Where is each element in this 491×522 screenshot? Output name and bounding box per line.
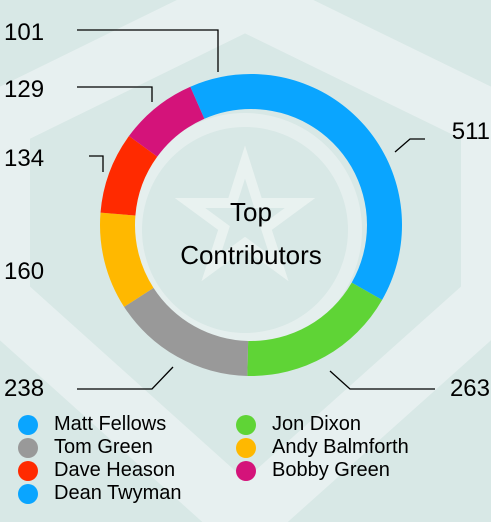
legend-swatch-icon: [18, 483, 38, 504]
donut-slice-matt-fellows: [251, 74, 402, 300]
leader-line-jon-dixon: [329, 370, 435, 390]
value-label-bobby-green: 129: [4, 76, 44, 103]
value-labels: 511 263 238 160 134 129 101: [4, 19, 490, 402]
leader-line-matt-fellows: [394, 138, 425, 153]
legend-label: Tom Green: [54, 436, 153, 458]
value-label-dave-heason: 134: [4, 145, 44, 172]
legend-swatch-icon: [236, 437, 256, 458]
leader-line-bobby-green: [77, 86, 153, 102]
leader-line-tom-green: [77, 366, 174, 390]
legend-label: Jon Dixon: [272, 413, 361, 435]
value-leader-lines: [77, 29, 435, 390]
value-label-jon-dixon: 263: [450, 375, 490, 402]
leader-line-dean-twyman: [77, 29, 219, 72]
value-label-matt-fellows: 511: [452, 118, 490, 145]
leader-line-dave-heason: [89, 155, 104, 172]
center-title-line-1: Top: [230, 197, 272, 227]
legend-label: Andy Balmforth: [272, 436, 409, 458]
legend-item-andy-balmforth: Andy Balmforth: [236, 436, 466, 459]
donut-slice-dave-heason: [100, 136, 158, 216]
legend-label: Bobby Green: [272, 459, 390, 481]
legend-label: Dave Heason: [54, 459, 176, 481]
donut-slices: [100, 74, 402, 376]
donut-slice-bobby-green: [128, 86, 205, 157]
value-label-tom-green: 238: [4, 375, 44, 402]
legend-swatch-icon: [18, 460, 38, 481]
legend-item-bobby-green: Bobby Green: [236, 459, 466, 482]
legend-item-jon-dixon: Jon Dixon: [236, 413, 466, 436]
legend-item-dean-twyman: Dean Twyman: [18, 482, 236, 505]
value-label-dean-twyman: 101: [4, 19, 44, 46]
chart-legend: Matt Fellows Jon Dixon Tom Green Andy Balmf…: [18, 413, 488, 505]
donut-slice-andy-balmforth: [100, 212, 154, 307]
legend-item-matt-fellows: Matt Fellows: [18, 413, 236, 436]
legend-item-dave-heason: Dave Heason: [18, 459, 236, 482]
legend-item-tom-green: Tom Green: [18, 436, 236, 459]
donut-slice-jon-dixon: [247, 282, 383, 376]
donut-slice-dean-twyman: [190, 74, 251, 119]
value-label-andy-balmforth: 160: [4, 258, 44, 285]
legend-swatch-icon: [236, 414, 256, 435]
donut-slice-tom-green: [124, 287, 249, 376]
legend-swatch-icon: [236, 460, 256, 481]
legend-swatch-icon: [18, 437, 38, 458]
legend-label: Matt Fellows: [54, 413, 167, 435]
legend-swatch-icon: [18, 414, 38, 435]
center-title-line-2: Contributors: [180, 240, 322, 270]
legend-label: Dean Twyman: [54, 482, 182, 504]
